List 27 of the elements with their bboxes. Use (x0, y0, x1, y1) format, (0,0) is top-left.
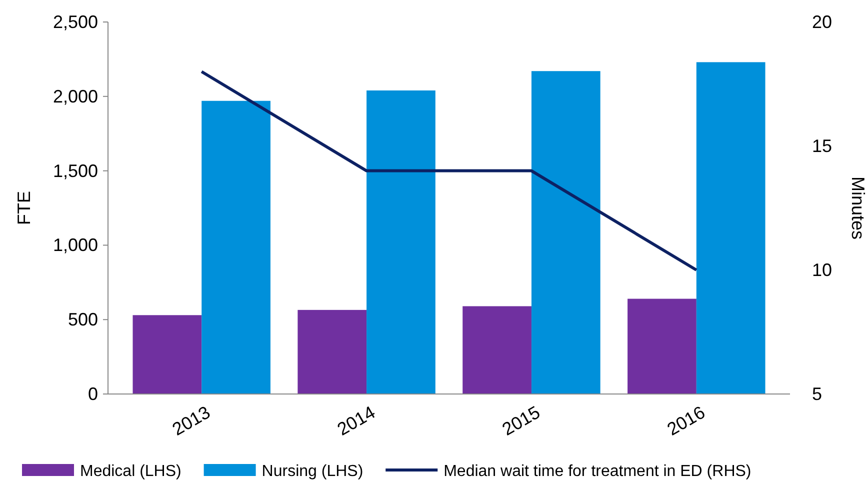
y-tick-label: 1,500 (52, 160, 98, 181)
x-tick-label: 2015 (498, 402, 544, 440)
legend-label: Medical (LHS) (80, 463, 182, 480)
y2-tick-label: 20 (812, 12, 832, 32)
y-tick-label: 2,000 (52, 86, 98, 106)
y2-tick-label: 15 (812, 136, 832, 156)
legend-label: Nursing (LHS) (262, 463, 364, 480)
bar (132, 315, 202, 394)
legend-label: Median wait time for treatment in ED (RHS) (444, 463, 752, 480)
bar (202, 100, 270, 394)
x-tick-label: 2013 (168, 402, 214, 440)
bar (628, 298, 696, 394)
x-tick-label: 2016 (664, 402, 708, 440)
y2-tick-label: 10 (812, 260, 832, 280)
y2-tick-label: 5 (812, 384, 822, 404)
bar (696, 62, 766, 394)
y-tick-label: 0 (88, 384, 98, 404)
y-tick-label: 2,500 (52, 12, 98, 32)
y-tick-label: 1,000 (52, 235, 98, 256)
bar (531, 71, 600, 394)
bar (298, 310, 367, 394)
y-axis-title: FTE (14, 191, 34, 225)
y-tick-label: 500 (68, 310, 98, 330)
y2-axis-title: Minutes (848, 176, 868, 240)
bar (366, 90, 436, 394)
bar (462, 306, 532, 394)
x-tick-label: 2014 (334, 402, 379, 440)
